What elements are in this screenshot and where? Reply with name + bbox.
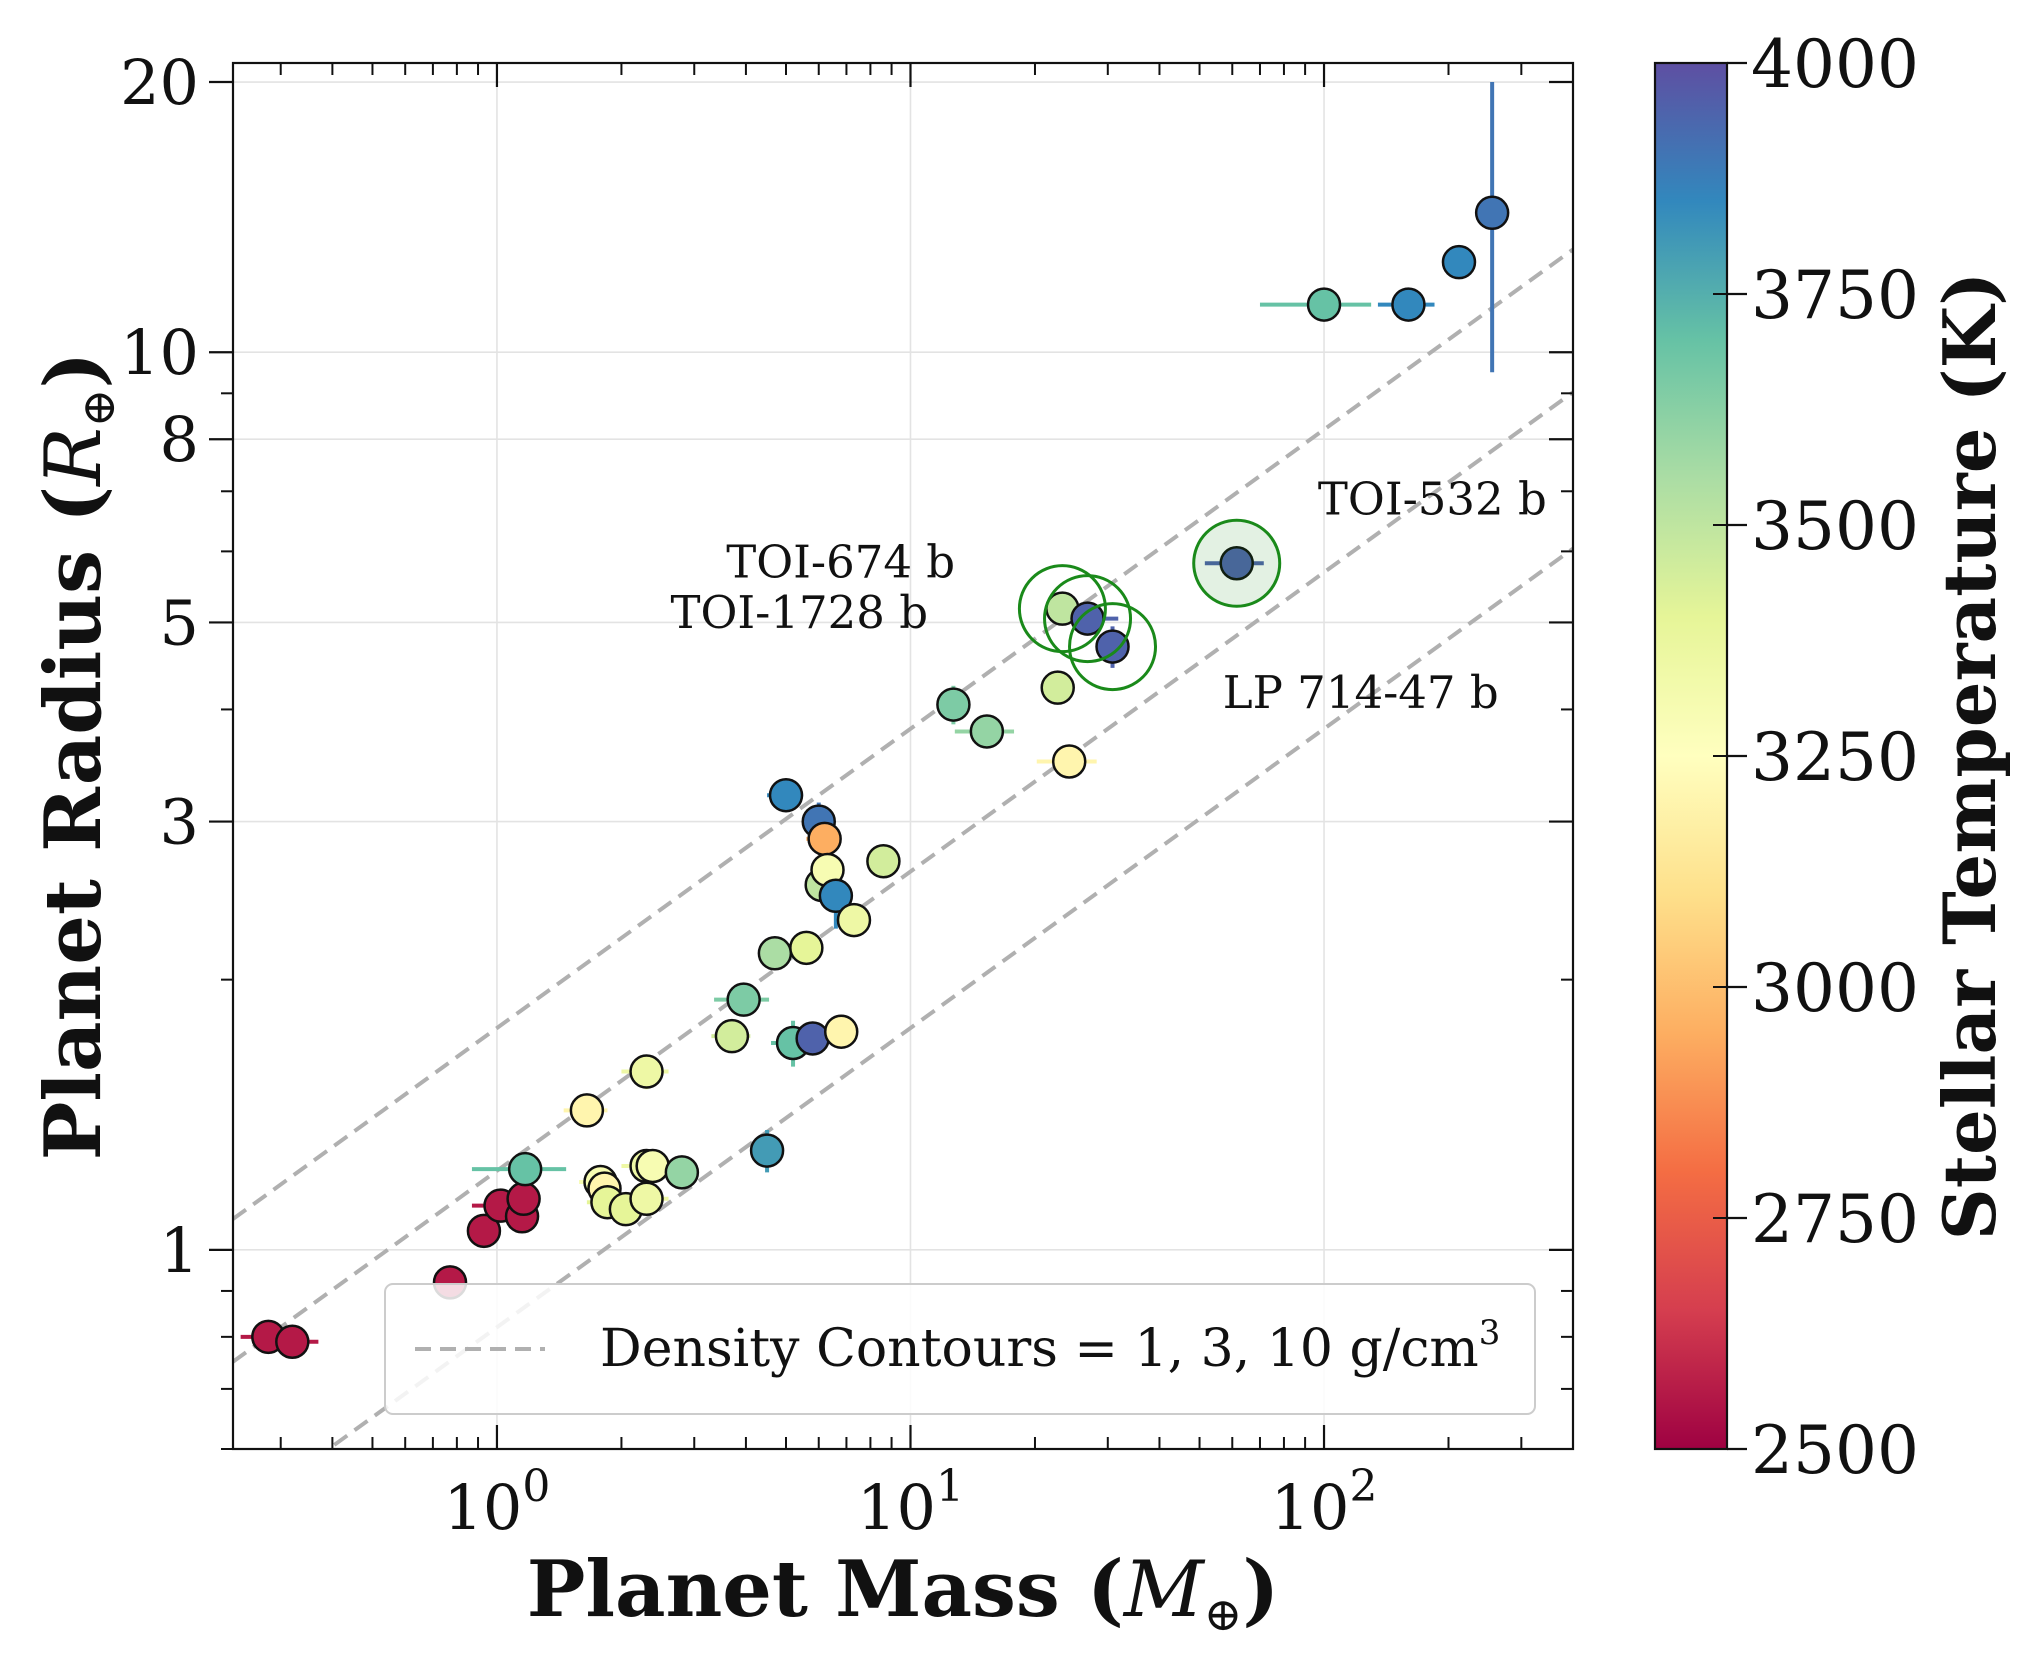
planet-point: [818, 878, 854, 914]
planet-point: [1474, 195, 1510, 231]
planet-point: [635, 1148, 670, 1184]
planet-point: [1095, 629, 1130, 664]
highlight-circles: [1017, 518, 1282, 692]
x-axis-title-symbol: M: [1122, 1545, 1206, 1635]
planet-point: [807, 821, 842, 857]
planet-point: [1040, 670, 1075, 705]
planet-point: [726, 982, 761, 1017]
legend-label: Density Contours = 1, 3, 10 g/cm3: [600, 1313, 1500, 1379]
planet-point: [466, 1213, 502, 1249]
planet-annotation: TOI-674 b: [726, 535, 955, 588]
planet-point: [768, 777, 804, 813]
colorbar-title: Stellar Temperature (K): [1927, 272, 2012, 1241]
x-axis-title-close: ): [1242, 1544, 1279, 1635]
planet-point: [795, 1021, 830, 1056]
y-tick-label: 20: [120, 46, 199, 119]
planet-point: [757, 936, 793, 971]
legend-box: [384, 1283, 1536, 1415]
density-contour-line: [233, 247, 1573, 1221]
data-points: [251, 195, 1510, 1360]
planet-annotation: TOI-1728 b: [671, 586, 929, 639]
y-axis-title-close: ): [28, 352, 119, 389]
x-axis-title-subscript: ⊕: [1204, 1587, 1243, 1641]
y-axis-title-subscript: ⊕: [71, 389, 125, 428]
highlight-circle: [1068, 602, 1158, 692]
planet-point: [629, 1181, 664, 1217]
colorbar: 2500 2750 3000 3250 3500 3750 4000 Stellar Temp…: [1653, 26, 2012, 1489]
planet-point: [866, 843, 901, 879]
legend: Density Contours = 1, 3, 10 g/cm3: [384, 1283, 1536, 1415]
highlight-circle: [1043, 574, 1133, 664]
density-contour-line: [233, 390, 1573, 1364]
planet-point: [936, 687, 971, 722]
x-tick-label: 100: [443, 1461, 550, 1544]
planet-point: [1306, 287, 1342, 322]
planet-point: [664, 1155, 700, 1190]
planet-point: [823, 1014, 859, 1049]
planet-point: [275, 1324, 310, 1360]
axis-titles: Planet Mass (M⊕) Planet Radius (R⊕): [28, 352, 1279, 1641]
planet-point: [1441, 244, 1477, 280]
y-tick-label: 10: [120, 316, 199, 389]
x-axis-title: Planet Mass (M⊕): [527, 1544, 1279, 1641]
y-axis-title-symbol: R: [29, 427, 119, 488]
planet-point: [789, 930, 824, 966]
x-tick-exponent: 1: [936, 1461, 964, 1512]
planet-point: [749, 1133, 785, 1168]
y-axis-title: Planet Radius (R⊕): [28, 352, 125, 1161]
planet-point: [1219, 545, 1254, 581]
legend-superscript: 3: [1479, 1313, 1501, 1353]
planet-point: [1391, 287, 1426, 322]
planet-point: [629, 1054, 664, 1089]
planet-annotation: TOI-532 b: [1318, 472, 1547, 525]
planet-point: [569, 1093, 605, 1128]
x-tick-label: 102: [1271, 1461, 1378, 1544]
x-tick-label: 101: [857, 1461, 964, 1544]
highlight-circle: [1192, 518, 1282, 608]
planet-point: [714, 1018, 750, 1054]
colorbar-tick-label: 3750: [1751, 257, 1919, 334]
colorbar-tick-label: 2750: [1751, 1181, 1919, 1258]
colorbar-tick-label: 3250: [1751, 719, 1919, 796]
planet-point: [507, 1151, 543, 1187]
planet-point: [969, 714, 1005, 749]
colorbar-tick-label: 2500: [1751, 1412, 1919, 1489]
y-tick-label: 5: [160, 586, 199, 659]
colorbar-tick-label: 4000: [1751, 26, 1919, 103]
colorbar-tick-label: 3500: [1751, 488, 1919, 565]
planet-point: [506, 1181, 541, 1217]
planet-point: [836, 902, 872, 938]
planet-annotation: LP 714-47 b: [1223, 666, 1499, 719]
plot-frame: [231, 61, 1575, 1451]
x-tick-exponent: 0: [522, 1461, 550, 1512]
colorbar-tick-label: 3000: [1751, 950, 1919, 1027]
grid-lines: [233, 63, 1573, 1449]
y-tick-label: 1: [160, 1214, 199, 1287]
y-tick-label: 8: [160, 403, 199, 476]
y-tick-label: 3: [160, 786, 199, 859]
x-tick-exponent: 2: [1349, 1461, 1377, 1512]
planet-point: [1051, 744, 1087, 779]
